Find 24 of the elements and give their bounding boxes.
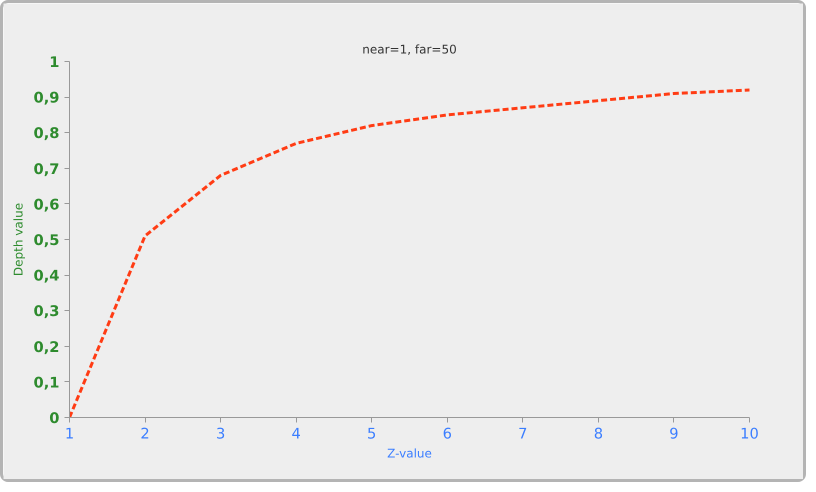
y-tick-label: 0,5 <box>34 232 60 249</box>
x-tick-label: 8 <box>594 426 604 442</box>
x-tick-label: 10 <box>740 426 759 442</box>
chart-title: near=1, far=50 <box>362 42 457 56</box>
y-tick-label: 0,4 <box>34 268 60 285</box>
y-tick-label: 0,2 <box>34 338 60 356</box>
x-tick-label: 4 <box>292 426 301 442</box>
x-tick-label: 2 <box>140 426 150 442</box>
x-tick-label: 1 <box>64 426 74 442</box>
x-tick-label: 9 <box>669 426 679 442</box>
y-tick-label: 0,1 <box>34 374 60 392</box>
y-tick-label: 1 <box>49 54 60 71</box>
y-tick-label: 0,8 <box>34 125 60 142</box>
y-tick-label: 0,9 <box>34 90 60 107</box>
x-tick-label: 6 <box>442 426 452 442</box>
y-tick-label: 0,6 <box>34 196 60 214</box>
x-tick-label: 7 <box>518 426 528 442</box>
y-axis-title: Depth value <box>12 202 26 276</box>
x-axis-title: Z-value <box>387 446 432 460</box>
y-tick-label: 0,7 <box>34 160 60 178</box>
x-tick-label: 5 <box>367 426 376 442</box>
y-tick-label: 0,3 <box>34 303 60 320</box>
y-tick-label: 0 <box>49 410 60 427</box>
x-tick-label: 3 <box>216 426 226 442</box>
